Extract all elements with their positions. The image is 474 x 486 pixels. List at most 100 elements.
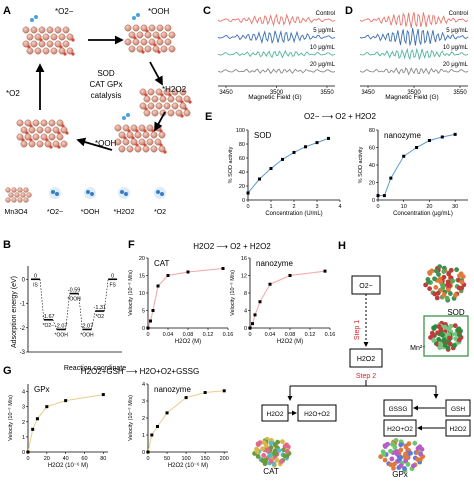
atom xyxy=(22,26,30,34)
oxygen-atom xyxy=(163,150,167,154)
atom xyxy=(136,31,144,39)
residue xyxy=(397,456,403,462)
atom xyxy=(126,131,134,139)
atom xyxy=(155,88,163,96)
atom xyxy=(144,45,152,53)
h-gpx-label: GPx xyxy=(392,470,408,479)
legend-label-3: *H2O2 xyxy=(113,209,134,216)
fit-curve xyxy=(147,390,225,453)
atom xyxy=(136,45,144,53)
atom xyxy=(26,47,34,55)
chart-xlabel: H2O2 (10⁻⁶ M) xyxy=(48,462,88,469)
atom xyxy=(42,33,50,41)
residue xyxy=(447,341,453,347)
panel-letter-a: A xyxy=(3,5,11,17)
h-box-h2o2-text: H2O2 xyxy=(357,356,375,363)
residue xyxy=(451,343,457,348)
residue xyxy=(430,332,436,338)
panel-b: B Adsorption energy (eV) Reaction coordi… xyxy=(3,239,126,372)
atom xyxy=(130,138,138,146)
atom xyxy=(56,133,64,141)
y-tick-label: 0 xyxy=(372,198,375,204)
epr-xtick-label: 3450 xyxy=(219,90,233,96)
residue xyxy=(284,453,290,459)
atom xyxy=(50,47,58,55)
h-mn-label: Mn²⁺ xyxy=(410,345,426,352)
atom xyxy=(24,133,32,141)
b-connector xyxy=(78,293,83,330)
x-tick-label: 0.08 xyxy=(183,332,194,338)
chart-ylabel: % SOD activity xyxy=(358,146,364,183)
x-tick-label: 0 xyxy=(246,204,249,210)
fit-curve xyxy=(378,133,456,197)
atom xyxy=(143,95,151,103)
b-state: *OOH xyxy=(55,332,69,338)
atom xyxy=(171,102,179,110)
y-tick-label: 0 xyxy=(142,326,145,332)
atom xyxy=(48,133,56,141)
h-box-h2o2 xyxy=(349,348,383,368)
residue xyxy=(436,337,442,342)
data-point xyxy=(246,191,250,195)
atom xyxy=(148,24,156,32)
atom xyxy=(118,131,126,139)
h-box-o2-text: O2− xyxy=(359,283,372,290)
atom xyxy=(159,95,167,103)
protein-structures xyxy=(252,264,469,473)
panel-letter-b: B xyxy=(3,239,11,251)
legend-molecule-4 xyxy=(154,187,166,199)
epr-xtick-label: 3500 xyxy=(270,90,284,96)
oxygen-atom xyxy=(141,50,145,54)
residue xyxy=(411,463,416,469)
atom xyxy=(158,131,166,139)
atom xyxy=(171,88,179,96)
d-xlabel: Magnetic Field (G) xyxy=(385,94,438,101)
epr-trace-label-3: 20 μg/mL xyxy=(443,62,469,68)
atom xyxy=(167,95,175,103)
x-tick-label: 0.08 xyxy=(285,332,296,338)
y-tick-label: 40 xyxy=(239,170,245,176)
chart-title: CAT xyxy=(154,259,170,268)
epr-trace-1 xyxy=(217,30,336,45)
fit-curve xyxy=(247,137,329,194)
residue xyxy=(447,335,452,341)
atom xyxy=(28,140,36,148)
atom xyxy=(147,102,155,110)
y-tick-label: 3 xyxy=(142,399,145,405)
residue xyxy=(456,337,462,343)
x-tick-label: 20 xyxy=(426,204,432,210)
residue xyxy=(412,440,418,446)
oxygen-atom xyxy=(57,145,61,149)
panel-h: H O2− Step 1 H2O2 Step 2 H2O2 H2O+O2 GSS… xyxy=(252,240,471,479)
residue xyxy=(402,466,407,471)
y-tick-label: 1 xyxy=(22,435,25,441)
residue xyxy=(255,441,261,447)
x-tick-label: 0 xyxy=(146,456,149,462)
oxygen-atom xyxy=(49,145,53,149)
x-tick-label: 0.04 xyxy=(265,332,276,338)
h-left-b xyxy=(297,404,337,422)
residue xyxy=(417,457,423,462)
residue xyxy=(278,459,284,464)
cat-structure xyxy=(252,436,292,468)
residue xyxy=(441,292,447,298)
b-ytick-label: -3 xyxy=(20,350,26,356)
atom xyxy=(163,88,171,96)
data-point xyxy=(222,389,226,393)
residue xyxy=(433,268,439,274)
atom xyxy=(132,24,140,32)
x-tick-label: 0.12 xyxy=(305,332,316,338)
center-line-2: CAT GPx xyxy=(89,80,122,89)
data-point xyxy=(146,450,150,454)
x-tick-label: 1 xyxy=(269,204,272,210)
data-point xyxy=(402,154,406,158)
epr-trace-label-2: 10 μg/mL xyxy=(310,45,336,51)
residue xyxy=(432,276,437,282)
y-tick-label: 5 xyxy=(142,309,145,315)
data-point xyxy=(101,393,105,397)
atom xyxy=(11,197,17,203)
y-tick-label: 20 xyxy=(369,181,375,187)
x-tick-label: 200 xyxy=(220,456,229,462)
chart-title: GPx xyxy=(34,385,50,394)
atom xyxy=(38,26,46,34)
